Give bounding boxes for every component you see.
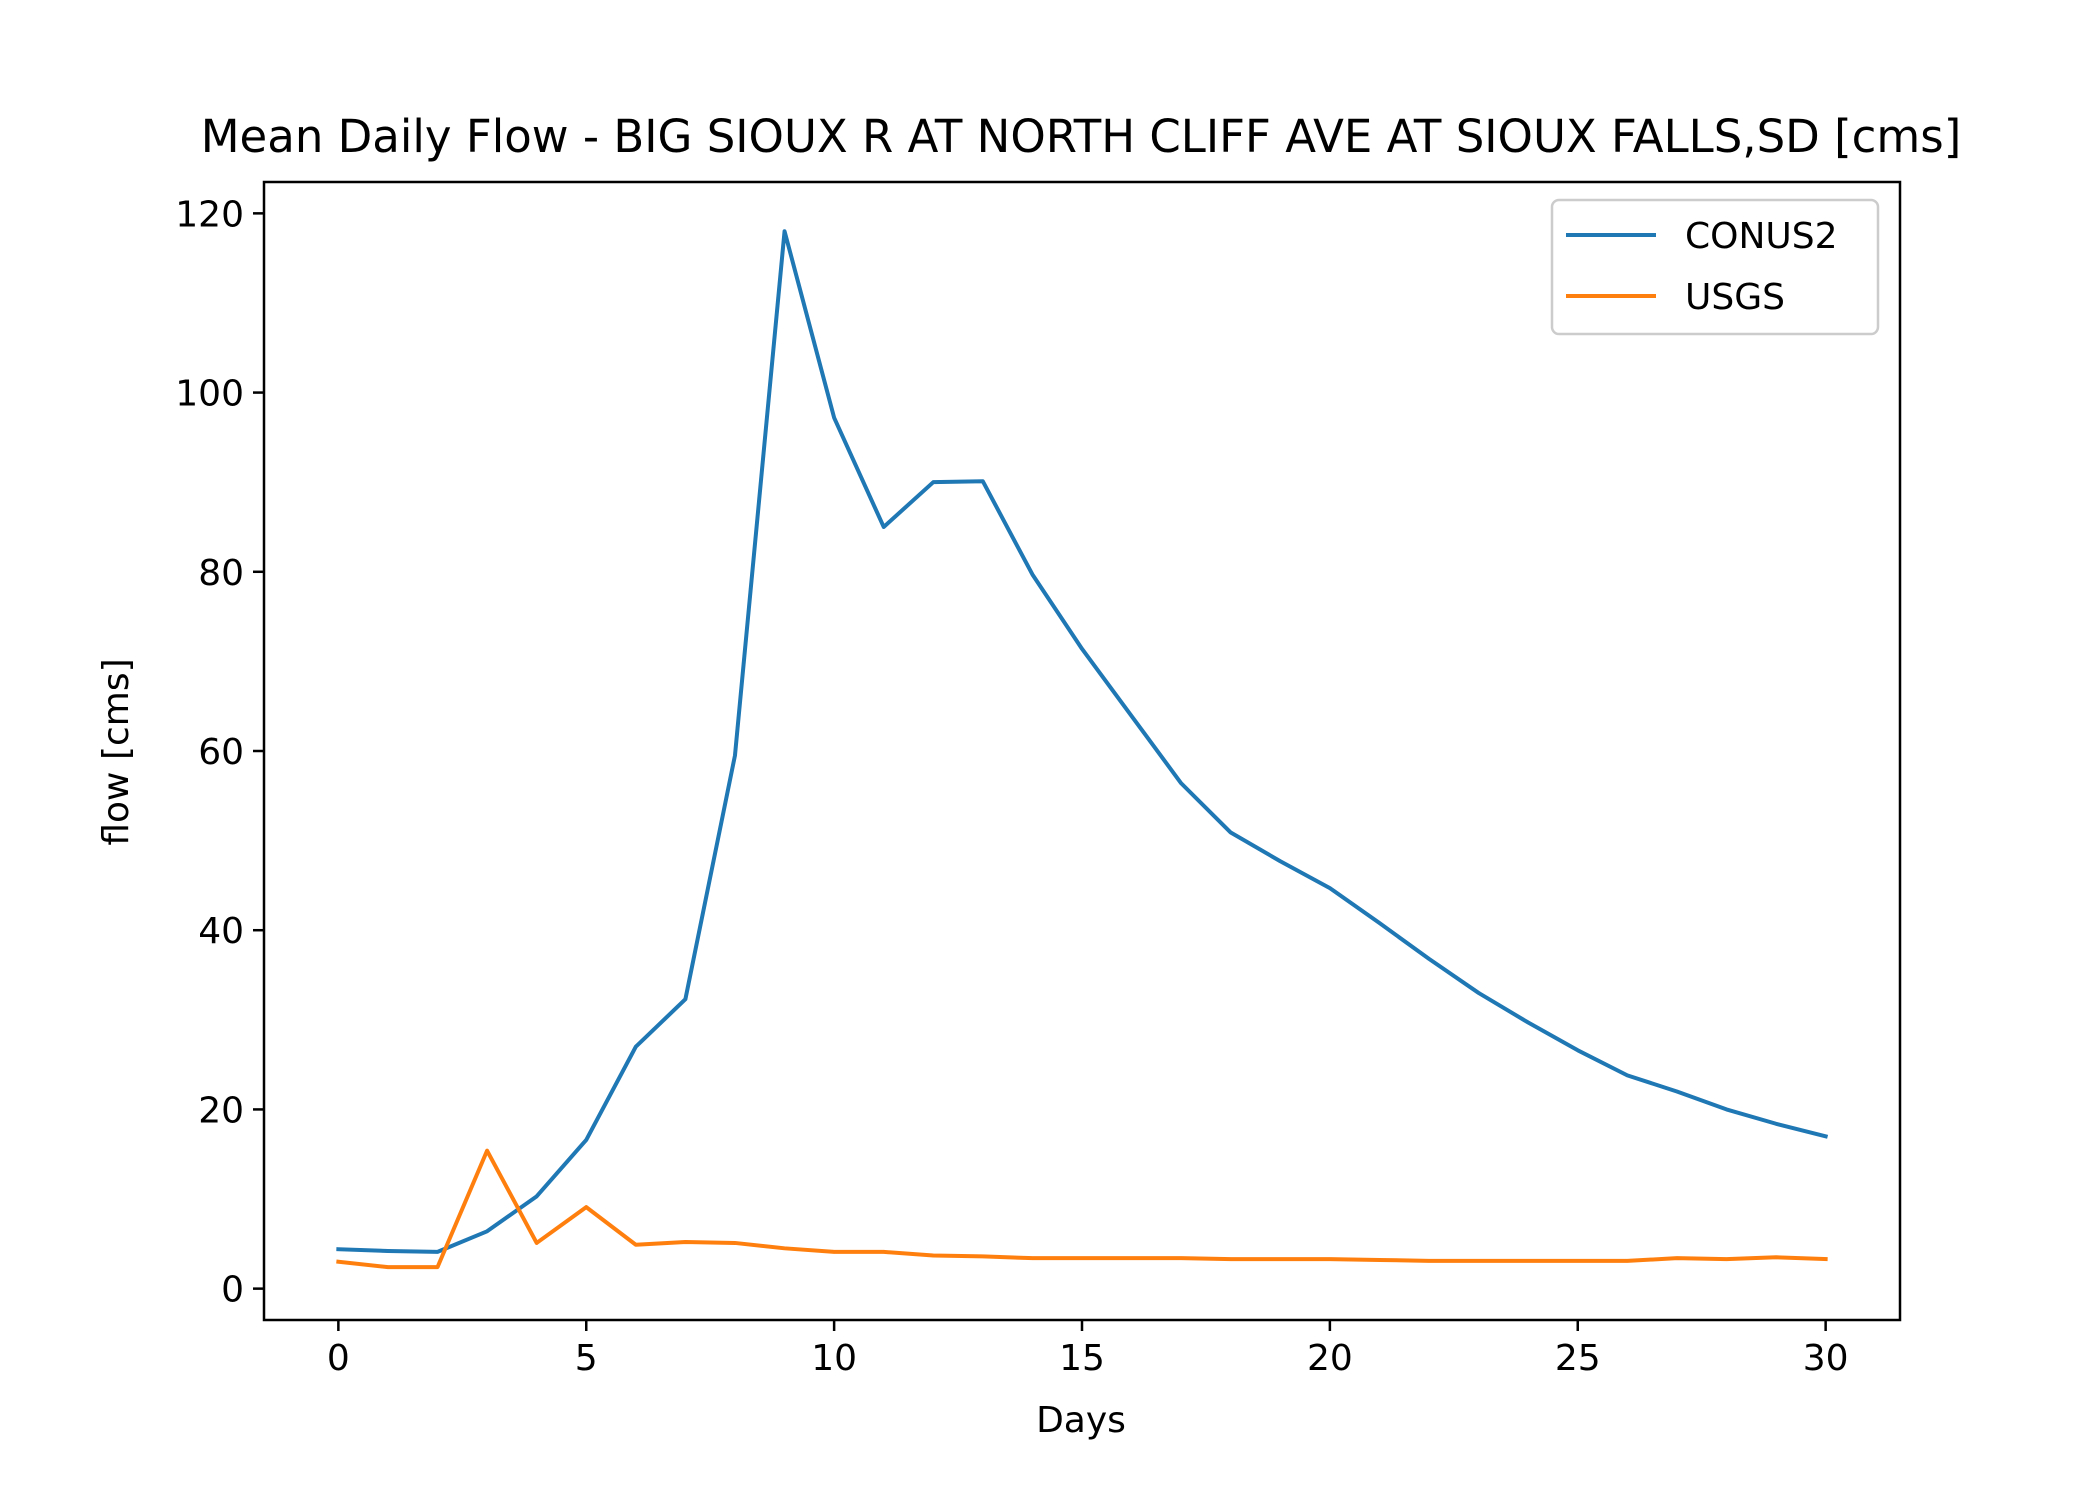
x-tick-label: 0 xyxy=(327,1338,350,1379)
chart-title: Mean Daily Flow - BIG SIOUX R AT NORTH C… xyxy=(201,110,1962,163)
x-tick-label: 5 xyxy=(575,1338,598,1379)
y-axis-ticks: 0 20 40 60 80 100 120 xyxy=(175,194,264,1311)
y-tick-label: 80 xyxy=(198,553,244,594)
y-tick-label: 40 xyxy=(198,911,244,952)
y-axis-label: flow [cms] xyxy=(96,658,137,845)
series-line-usgs xyxy=(336,1148,1828,1270)
plot-area-frame xyxy=(262,180,1902,1322)
x-tick-label: 30 xyxy=(1803,1338,1849,1379)
y-tick-label: 20 xyxy=(198,1090,244,1131)
x-tick-label: 15 xyxy=(1059,1338,1105,1379)
x-axis-ticks: 0 5 10 15 20 25 30 xyxy=(327,1320,1849,1379)
legend-label-conus2: CONUS2 xyxy=(1685,216,1838,257)
y-tick-label: 60 xyxy=(198,732,244,773)
x-tick-label: 20 xyxy=(1307,1338,1353,1379)
series-layer xyxy=(336,229,1829,1270)
legend-label-usgs: USGS xyxy=(1685,277,1785,318)
y-tick-label: 100 xyxy=(175,374,244,415)
y-tick-label: 120 xyxy=(175,194,244,235)
legend: CONUS2 USGS xyxy=(1550,198,1880,336)
x-tick-label: 10 xyxy=(811,1338,857,1379)
y-tick-label: 0 xyxy=(221,1270,244,1311)
x-axis-label: Days xyxy=(1036,1400,1126,1441)
x-tick-label: 25 xyxy=(1555,1338,1601,1379)
series-line-conus2 xyxy=(336,229,1829,1254)
